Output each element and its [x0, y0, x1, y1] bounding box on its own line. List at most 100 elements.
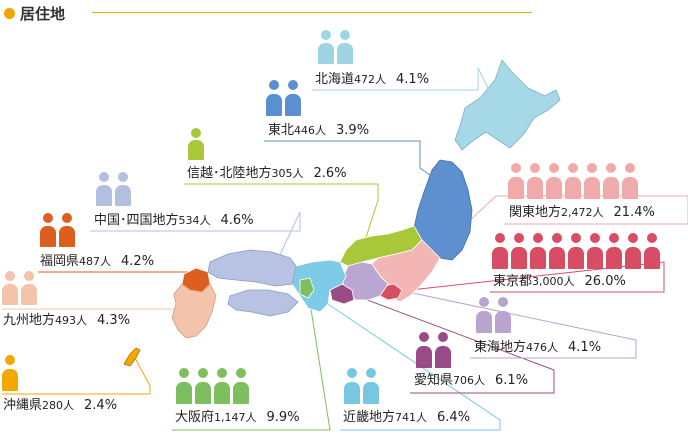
region-count: 280人: [42, 399, 75, 412]
person-icon: [416, 332, 432, 368]
person-icon: [527, 163, 543, 199]
region-label-osaka: 大阪府1,147人 9.9%: [175, 410, 300, 426]
region-percent: 9.9%: [266, 410, 300, 425]
region-name: 東北: [268, 123, 295, 138]
person-icon: [285, 80, 301, 116]
person-icon: [622, 163, 638, 199]
person-icon: [40, 213, 56, 247]
region-percent: 4.1%: [396, 72, 430, 87]
region-label-tokai: 東海地方476人 4.1%: [474, 340, 601, 356]
region-count: 741人: [395, 411, 428, 424]
person-icon: [565, 163, 581, 199]
map-region-kyushu: [171, 283, 217, 339]
person-icon: [606, 233, 622, 269]
person-icon: [337, 30, 353, 64]
person-icon: [644, 233, 660, 269]
section-title: 居住地: [20, 4, 66, 23]
region-label-hokkaido: 北海道472人 4.1%: [315, 72, 429, 88]
map-region-okinawa: [123, 347, 141, 367]
region-name: 大阪府: [175, 410, 215, 425]
person-group-aichi: [416, 332, 454, 368]
region-name: 沖縄県: [3, 398, 43, 413]
person-group-okinawa: [2, 355, 21, 391]
region-count: 706人: [453, 374, 486, 387]
map-region-kinki: [291, 259, 347, 313]
person-group-tokai: [476, 297, 514, 333]
person-group-fukuoka: [40, 213, 78, 247]
region-count: 487人: [79, 255, 112, 268]
person-group-shinetsu: [188, 128, 207, 160]
region-label-tokyo: 東京都3,000人 26.0%: [493, 274, 626, 290]
person-icon: [511, 233, 527, 269]
person-group-kyushu: [2, 271, 40, 305]
person-group-tohoku: [266, 80, 304, 116]
region-percent: 3.9%: [336, 123, 370, 138]
leader-line-osaka: [172, 289, 331, 431]
person-icon: [96, 172, 112, 206]
region-percent: 26.0%: [584, 274, 626, 289]
person-icon: [625, 233, 641, 269]
region-label-okinawa: 沖縄県280人 2.4%: [3, 398, 117, 414]
leader-line-kinki: [321, 299, 501, 431]
region-label-aichi: 愛知県706人 6.1%: [414, 373, 528, 389]
region-name: 福岡県: [40, 254, 80, 269]
person-icon: [476, 297, 492, 333]
region-percent: 4.6%: [220, 213, 254, 228]
region-label-chugoku: 中国･四国地方534人 4.6%: [94, 213, 254, 229]
leader-line-aichi: [345, 291, 555, 394]
person-group-hokkaido: [318, 30, 356, 64]
region-count: 1,147人: [214, 411, 257, 424]
person-icon: [176, 368, 192, 404]
person-icon: [59, 213, 75, 247]
region-name: 九州地方: [3, 313, 56, 328]
person-group-kinki: [344, 368, 382, 404]
region-count: 476人: [526, 341, 559, 354]
region-label-shinetsu: 信越･北陸地方305人 2.6%: [187, 166, 347, 182]
region-percent: 4.3%: [97, 313, 131, 328]
region-percent: 4.1%: [568, 340, 602, 355]
region-name: 中国･四国地方: [94, 213, 179, 228]
region-count: 472人: [354, 73, 387, 86]
region-count: 2,472人: [561, 206, 604, 219]
person-group-kanto: [508, 163, 641, 199]
person-icon: [587, 233, 603, 269]
person-icon: [603, 163, 619, 199]
person-icon: [266, 80, 282, 116]
region-name: 東海地方: [474, 340, 527, 355]
person-icon: [530, 233, 546, 269]
person-icon: [344, 368, 360, 404]
person-icon: [363, 368, 379, 404]
person-icon: [115, 172, 131, 206]
map-region-chugoku: [207, 249, 297, 287]
leader-line-tokyo: [391, 261, 665, 293]
person-icon: [2, 271, 18, 305]
region-percent: 21.4%: [613, 205, 655, 220]
bullet-dot-icon: [4, 7, 15, 19]
person-icon: [214, 368, 230, 404]
leader-line-fukuoka: [38, 271, 197, 276]
person-group-chugoku: [96, 172, 134, 206]
region-name: 東京都: [493, 274, 533, 289]
leader-line-okinawa: [2, 355, 151, 395]
person-icon: [568, 233, 584, 269]
person-icon: [188, 128, 204, 160]
person-icon: [318, 30, 334, 64]
region-percent: 2.4%: [84, 398, 118, 413]
region-label-kyushu: 九州地方493人 4.3%: [3, 313, 130, 329]
person-icon: [195, 368, 211, 404]
region-label-fukuoka: 福岡県487人 4.2%: [40, 254, 154, 270]
leader-line-shinetsu: [184, 183, 379, 251]
person-icon: [546, 163, 562, 199]
region-count: 3,000人: [532, 275, 575, 288]
person-group-tokyo: [492, 233, 663, 269]
section-header: 居住地: [4, 2, 65, 24]
region-label-kinki: 近畿地方741人 6.4%: [343, 410, 470, 426]
person-icon: [21, 271, 37, 305]
map-region-osaka: [299, 277, 315, 299]
region-label-tohoku: 東北446人 3.9%: [268, 123, 369, 139]
map-region-tohoku: [413, 159, 473, 261]
region-percent: 6.1%: [495, 373, 529, 388]
region-name: 信越･北陸地方: [187, 166, 272, 181]
